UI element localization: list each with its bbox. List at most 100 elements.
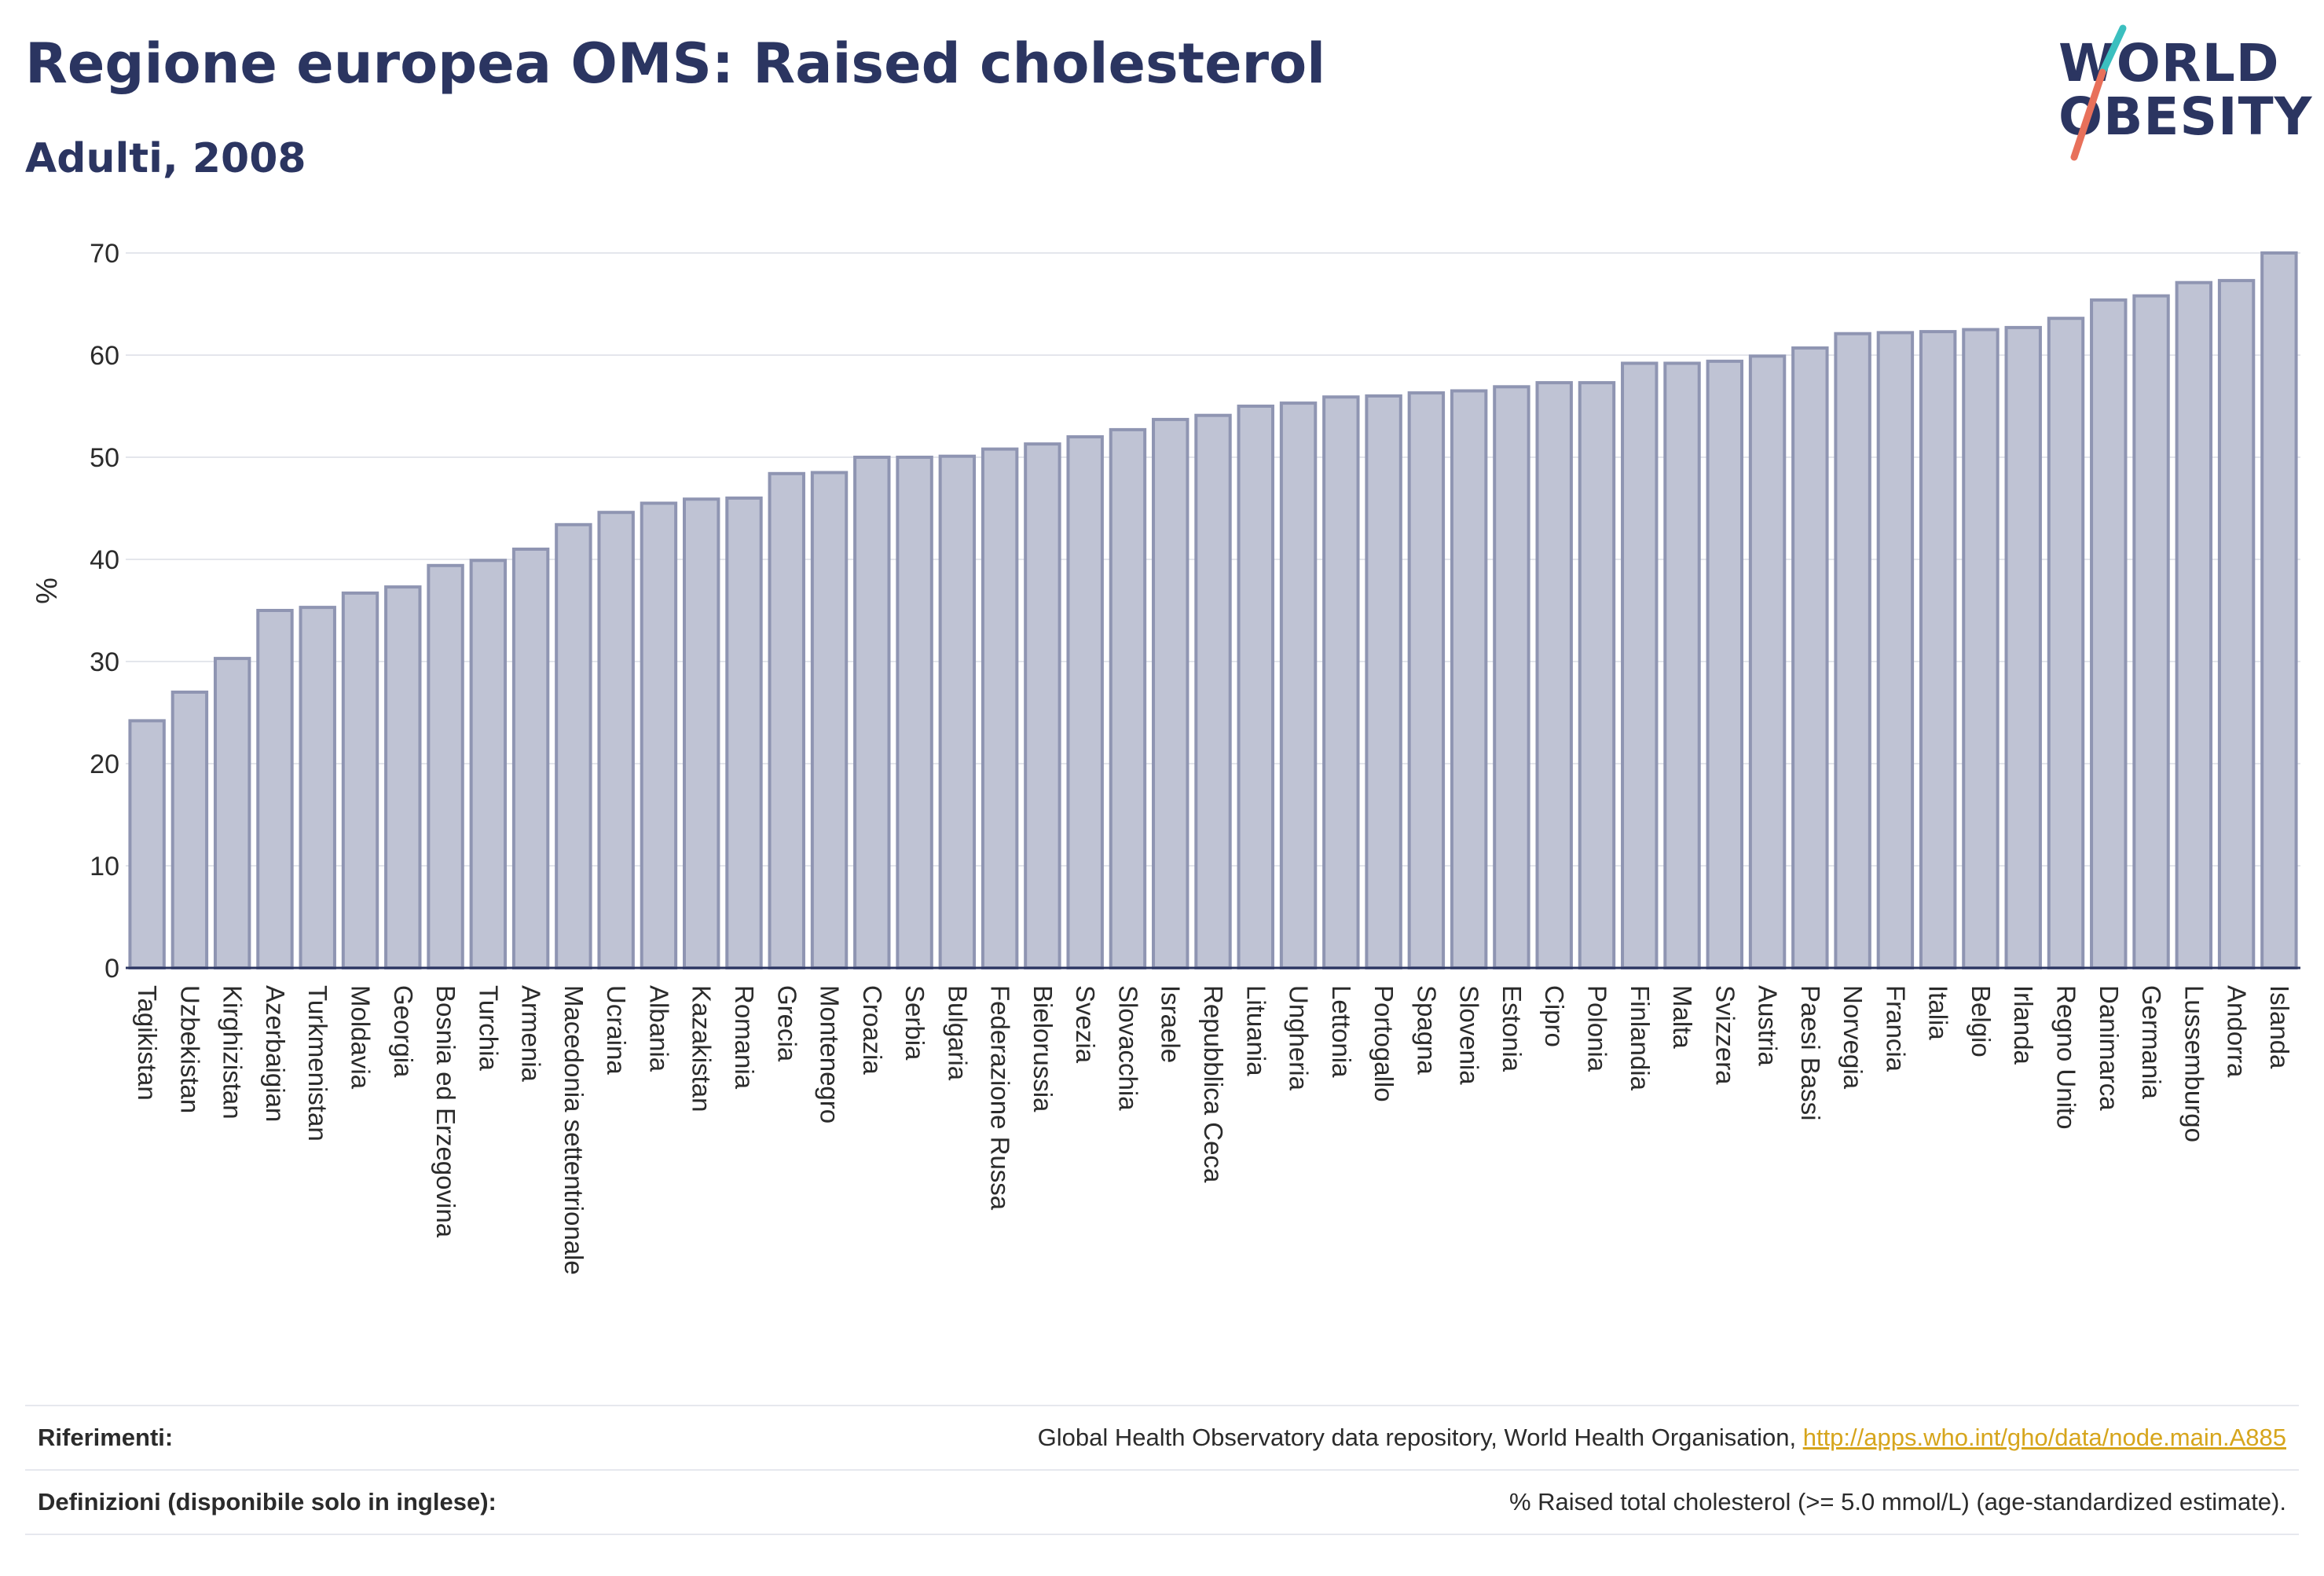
bar: [1876, 331, 1915, 969]
bar: [853, 456, 891, 969]
x-category-label: Georgia: [389, 985, 418, 1078]
x-category-label: Francia: [1881, 985, 1910, 1072]
x-category-label: Svezia: [1071, 985, 1100, 1064]
x-category-label: Danimarca: [2095, 985, 2124, 1111]
y-tick-label: 20: [90, 750, 119, 779]
bar: [1535, 381, 1573, 970]
bar-chart: 0 10 20 30 40 50 60 70 Tagikistan Uzbekistan Kirg…: [31, 239, 2300, 1275]
logo-slash-icon: [2070, 24, 2127, 161]
bar: [683, 497, 720, 969]
bar: [1322, 395, 1360, 969]
x-category-label: Bosnia ed Erzegovina: [431, 985, 460, 1238]
x-category-label: Lettonia: [1327, 985, 1356, 1078]
x-category-label: Azerbaigian: [261, 985, 290, 1122]
x-category-label: Italia: [1924, 985, 1953, 1040]
bar: [1493, 385, 1530, 969]
bar: [2047, 317, 2085, 969]
bar: [725, 497, 763, 969]
bar: [1748, 354, 1787, 969]
y-tick-labels: 0 10 20 30 40 50 60 70: [90, 239, 119, 984]
y-tick-label: 40: [90, 545, 119, 575]
y-tick-label: 50: [90, 443, 119, 473]
chart-title: Regione europea OMS: Raised cholesterol: [25, 31, 1326, 96]
x-category-label: Israele: [1157, 985, 1186, 1063]
references-value: Global Health Observatory data repositor…: [1038, 1424, 2286, 1452]
definitions-row: Definizioni (disponibile solo in inglese…: [25, 1469, 2299, 1534]
x-category-label: Kazakistan: [687, 985, 717, 1112]
x-category-label: Slovenia: [1455, 985, 1484, 1085]
x-category-label: Bulgaria: [943, 985, 972, 1081]
logo-text-line1: WORLD: [2058, 33, 2280, 93]
x-category-label: Kirghizistan: [218, 985, 247, 1120]
references-label: Riferimenti:: [38, 1424, 174, 1451]
bar: [1919, 330, 1957, 970]
x-category-labels: Tagikistan Uzbekistan Kirghizistan Azerbaig…: [133, 985, 2294, 1275]
bar: [1791, 346, 1829, 969]
x-category-label: Tagikistan: [133, 985, 162, 1101]
bar: [1621, 361, 1659, 969]
bar: [1450, 389, 1488, 969]
x-category-label: Irlanda: [2009, 985, 2038, 1065]
bar: [981, 447, 1019, 969]
x-category-label: Ungheria: [1285, 985, 1314, 1091]
bar: [2217, 279, 2256, 970]
x-category-label: Islanda: [2265, 985, 2294, 1069]
x-category-label: Federazione Russa: [986, 985, 1015, 1211]
x-category-label: Estonia: [1497, 985, 1527, 1072]
bar: [1365, 394, 1402, 969]
bar: [384, 585, 422, 969]
x-category-label: Polonia: [1582, 985, 1611, 1072]
footer-divider: [25, 1534, 2299, 1535]
bar: [1279, 401, 1318, 969]
x-category-label: Ucraina: [602, 985, 631, 1075]
bar: [2260, 251, 2298, 969]
bar: [1194, 413, 1232, 969]
x-category-label: Regno Unito: [2051, 985, 2080, 1129]
y-tick-label: 10: [90, 852, 119, 881]
bar: [597, 511, 635, 969]
x-category-label: Montenegro: [816, 985, 845, 1123]
bar: [1962, 328, 2000, 969]
bar: [938, 454, 977, 969]
x-category-label: Malta: [1668, 985, 1697, 1049]
references-link[interactable]: http://apps.who.int/gho/data/node.main.A…: [1802, 1424, 2286, 1451]
bar: [170, 691, 209, 969]
x-category-label: Norvegia: [1838, 985, 1868, 1090]
chart-subtitle: Adulti, 2008: [25, 135, 306, 182]
x-category-label: Croazia: [858, 985, 887, 1075]
bar: [1024, 442, 1061, 969]
y-tick-label: 60: [90, 341, 119, 371]
bar: [1109, 427, 1147, 969]
bar: [341, 591, 379, 970]
bar: [1706, 359, 1744, 969]
bar: [213, 657, 251, 969]
definitions-label: Definizioni (disponibile solo in inglese…: [38, 1488, 497, 1516]
x-category-label: Albania: [644, 985, 673, 1072]
bar: [810, 471, 849, 969]
x-category-label: Austria: [1754, 985, 1783, 1066]
logo-text-line2: OBESITY: [2058, 86, 2313, 147]
x-category-label: Turkmenistan: [303, 985, 332, 1142]
x-category-label: Turchia: [474, 985, 503, 1071]
x-category-label: Serbia: [900, 985, 929, 1061]
bar: [2004, 325, 2042, 969]
bar: [896, 456, 933, 969]
bar: [640, 501, 678, 969]
x-category-label: Grecia: [772, 985, 801, 1062]
x-category-label: Bielorussia: [1028, 985, 1058, 1112]
x-category-label: Svizzera: [1710, 985, 1739, 1085]
bar: [256, 609, 294, 969]
x-category-label: Belgio: [1967, 985, 1996, 1057]
x-category-label: Macedonia settentrionale: [559, 985, 588, 1275]
world-obesity-logo: WORLD OBESITY: [2051, 24, 2313, 165]
y-tick-label: 70: [90, 239, 119, 269]
y-tick-label: 30: [90, 647, 119, 677]
bar: [555, 522, 592, 969]
y-tick-label: 0: [104, 954, 119, 984]
bar: [511, 548, 550, 969]
definitions-value: % Raised total cholesterol (>= 5.0 mmol/…: [1508, 1488, 2286, 1516]
bar: [2090, 298, 2128, 969]
bar: [427, 563, 464, 969]
x-category-label: Lituania: [1241, 985, 1270, 1076]
x-category-label: Lussemburgo: [2179, 985, 2209, 1142]
